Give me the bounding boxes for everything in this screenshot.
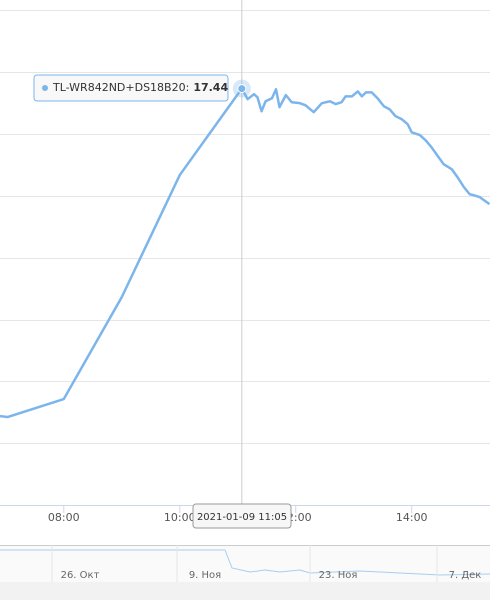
x-tick-label: 08:00: [48, 511, 80, 524]
tooltip-text: TL-WR842ND+DS18B20: 17.44: [52, 81, 228, 94]
tooltip-value: 17.44: [193, 81, 228, 94]
plot: 08:00 10:00 12:00 14:00: [0, 87, 490, 524]
hover-point: [237, 84, 247, 94]
navigator-label: 9. Ноя: [189, 570, 221, 581]
navigator-label: 7. Дек: [449, 570, 482, 581]
navigator-labels: 26. Окт 9. Ноя 23. Ноя 7. Дек: [51, 545, 482, 582]
scrollbar[interactable]: [0, 582, 490, 600]
x-tick-label: 10:00: [164, 511, 196, 524]
tooltip-label: TL-WR842ND+DS18B20:: [52, 81, 189, 94]
grid: [0, 10, 490, 444]
crosshair-label: 2021-01-09 11:05: [197, 512, 287, 523]
crosshair-label-box: [192, 503, 292, 529]
tooltip-layer: TL-WR842ND+DS18B20: 17.44 2021-01-09 11:05: [33, 0, 292, 529]
x-tick-label: 14:00: [396, 511, 428, 524]
navigator-label: 26. Окт: [61, 570, 100, 581]
navigator-label: 23. Ноя: [319, 570, 358, 581]
tooltip-box: [33, 74, 229, 102]
navigator: [0, 545, 490, 582]
navigator-line: [0, 549, 490, 576]
tooltip-dot: [42, 85, 48, 91]
line: [0, 87, 490, 419]
